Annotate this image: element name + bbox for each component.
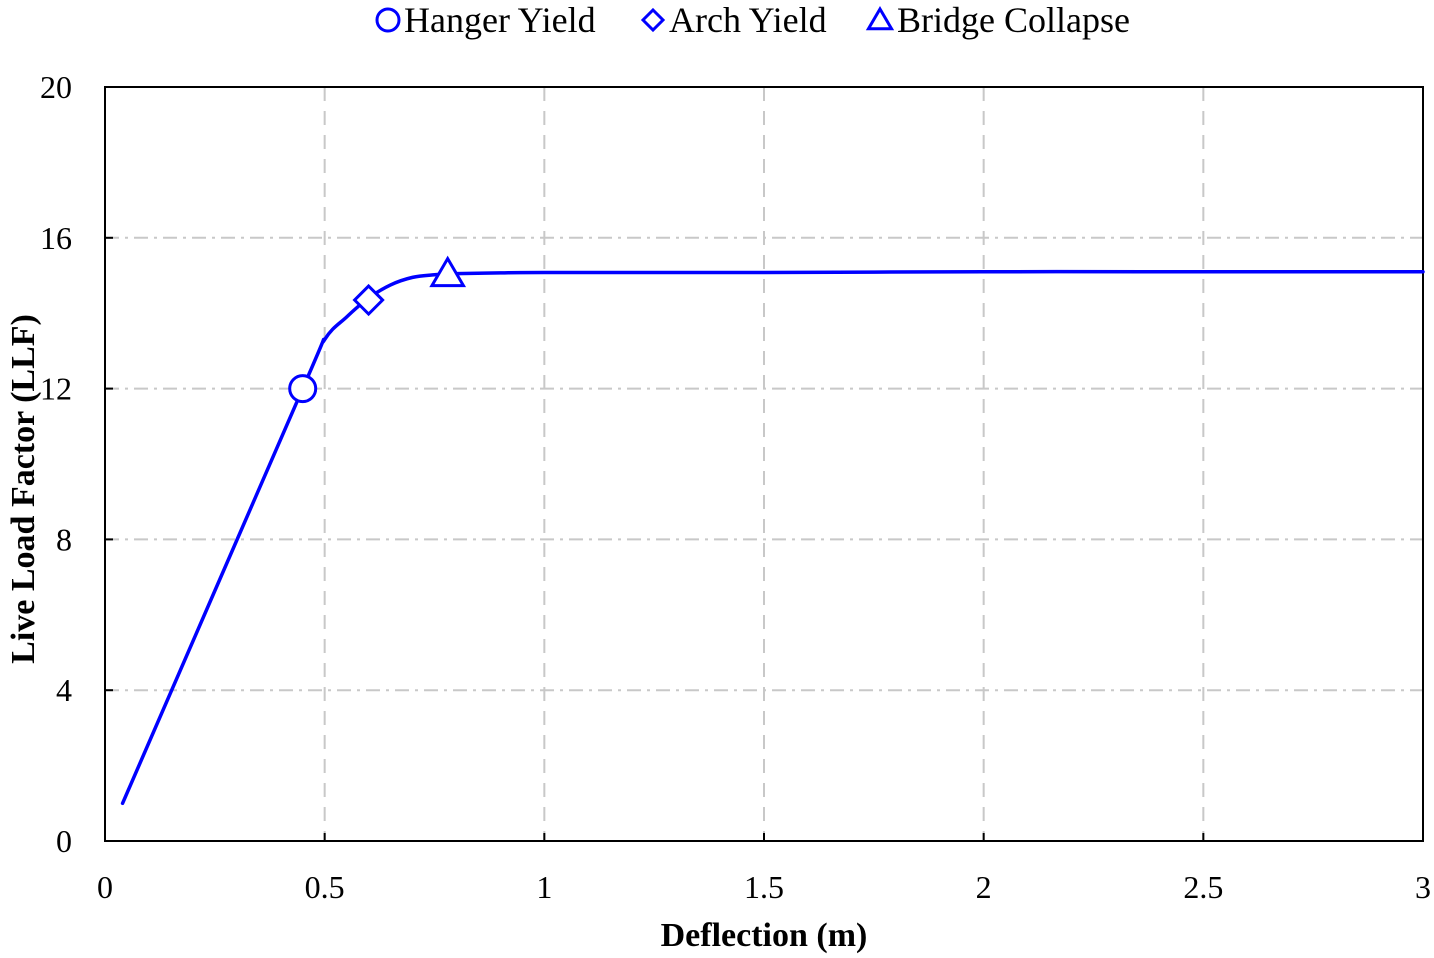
circle-marker bbox=[288, 374, 318, 404]
series-line bbox=[120, 269, 1425, 806]
legend-label: Arch Yield bbox=[669, 0, 827, 40]
x-axis-ticks: 0 0.5 1 1.5 2 2.5 3 bbox=[97, 833, 1431, 905]
x-tick-label: 2.5 bbox=[1183, 869, 1223, 905]
y-axis-ticks: 0 4 8 12 16 20 bbox=[40, 69, 113, 859]
x-tick-label: 1 bbox=[536, 869, 552, 905]
y-axis-title: Live Load Factor (LLF) bbox=[5, 314, 42, 664]
legend-label: Hanger Yield bbox=[404, 0, 596, 40]
triangle-marker bbox=[429, 255, 467, 288]
x-tick-label: 0.5 bbox=[305, 869, 345, 905]
x-tick-label: 0 bbox=[97, 869, 113, 905]
y-tick-label: 12 bbox=[40, 371, 72, 407]
y-tick-label: 0 bbox=[56, 823, 72, 859]
legend-label: Bridge Collapse bbox=[897, 0, 1130, 40]
y-tick-label: 20 bbox=[40, 69, 72, 105]
x-tick-label: 2 bbox=[976, 869, 992, 905]
legend-triangle-icon bbox=[865, 6, 895, 31]
x-tick-label: 1.5 bbox=[744, 869, 784, 905]
x-axis-title: Deflection (m) bbox=[661, 917, 868, 954]
x-tick-label: 3 bbox=[1415, 869, 1431, 905]
markers-group bbox=[288, 255, 467, 404]
plot-area bbox=[104, 86, 1424, 842]
legend-circle-icon bbox=[375, 7, 401, 33]
y-tick-label: 8 bbox=[56, 521, 72, 557]
diamond-marker bbox=[352, 283, 385, 317]
legend: Hanger Yield Arch Yield Bridge Collapse bbox=[375, 0, 1130, 40]
gridlines bbox=[105, 87, 1423, 841]
y-tick-label: 16 bbox=[40, 220, 72, 256]
legend-diamond-icon bbox=[640, 7, 666, 33]
series-group bbox=[120, 269, 1425, 806]
y-tick-label: 4 bbox=[56, 672, 72, 708]
